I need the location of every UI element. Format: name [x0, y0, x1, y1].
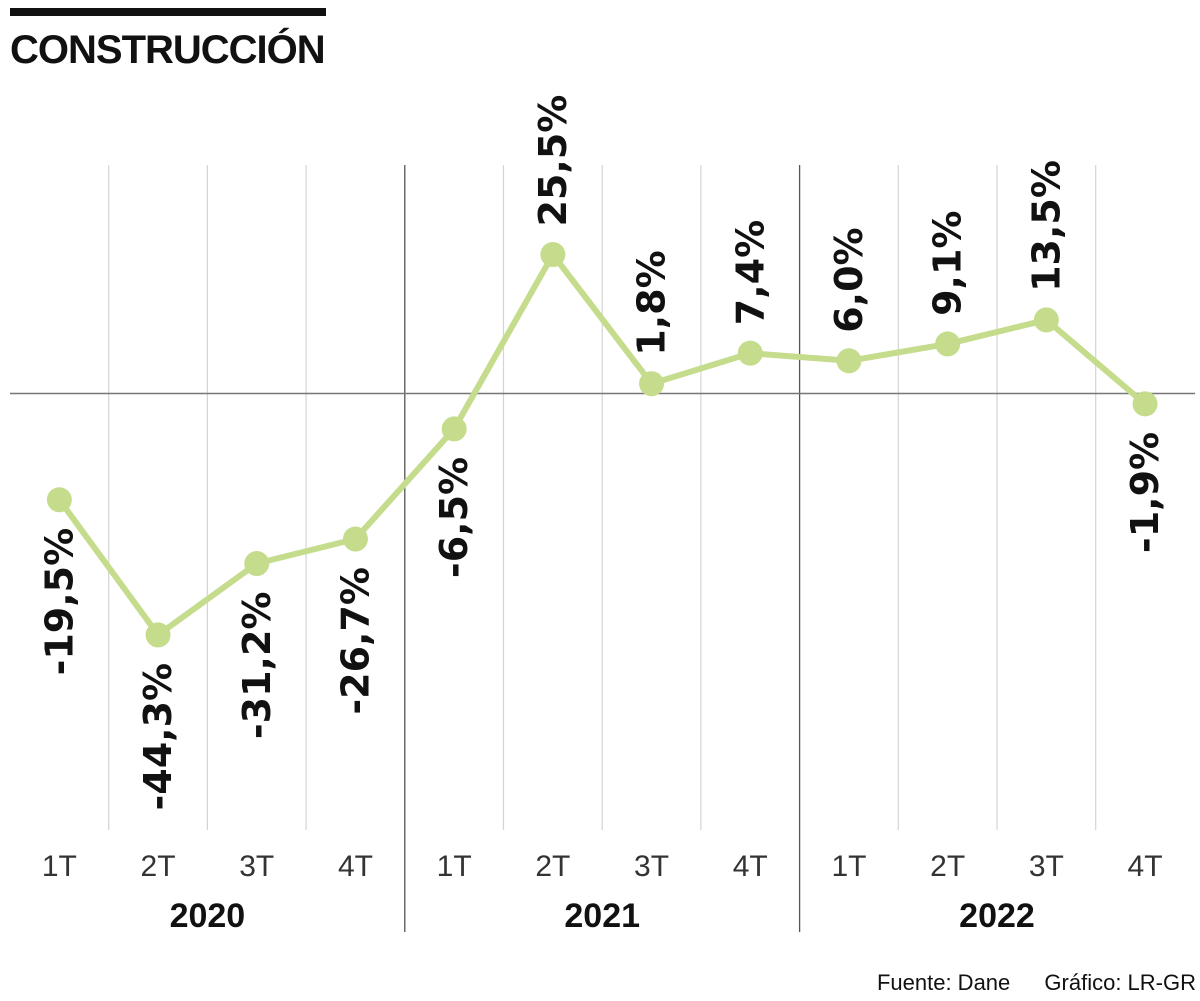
- data-point: [145, 622, 171, 648]
- x-tick-label: 2T: [930, 850, 965, 883]
- data-point: [1033, 307, 1059, 333]
- data-label: 9,1%: [926, 211, 970, 316]
- x-tick-label: 3T: [634, 850, 669, 883]
- series-line: [56, 251, 1148, 638]
- x-tick-label: 4T: [733, 850, 768, 883]
- data-label: -26,7%: [333, 567, 377, 715]
- data-point: [935, 331, 961, 357]
- x-tick-label: 1T: [437, 850, 472, 883]
- year-label: 2021: [564, 897, 640, 935]
- data-point: [737, 340, 763, 366]
- x-tick-label: 2T: [535, 850, 570, 883]
- data-point: [46, 487, 72, 513]
- year-label: 2022: [959, 897, 1035, 935]
- chart-footer: Fuente: Dane Gráfico: LR-GR: [877, 970, 1196, 996]
- x-tick-label: 2T: [141, 850, 176, 883]
- title-accent-bar: [10, 8, 326, 16]
- x-tick-label: 4T: [1128, 850, 1163, 883]
- data-label: 25,5%: [531, 95, 575, 227]
- data-label: -31,2%: [235, 592, 279, 740]
- data-point: [836, 348, 862, 374]
- credit-note: Gráfico: LR-GR: [1044, 970, 1196, 995]
- x-tick-label: 3T: [239, 850, 274, 883]
- data-label: 6,0%: [827, 227, 871, 332]
- data-label: -1,9%: [1123, 432, 1167, 553]
- data-point: [244, 551, 270, 577]
- year-label: 2020: [170, 897, 246, 935]
- data-label: 13,5%: [1024, 160, 1068, 292]
- data-point: [441, 416, 467, 442]
- data-point: [1132, 391, 1158, 417]
- x-tick-label: 4T: [338, 850, 373, 883]
- chart-title: CONSTRUCCIÓN: [10, 28, 326, 72]
- data-label: 7,4%: [728, 220, 772, 325]
- data-label: -44,3%: [136, 663, 180, 811]
- data-point: [639, 371, 665, 397]
- x-tick-label: 1T: [42, 850, 77, 883]
- data-label: -19,5%: [37, 528, 81, 676]
- data-label: 1,8%: [630, 250, 674, 355]
- data-point: [540, 242, 566, 268]
- x-tick-label: 3T: [1029, 850, 1064, 883]
- x-tick-label: 1T: [831, 850, 866, 883]
- data-label: -6,5%: [432, 457, 476, 578]
- source-note: Fuente: Dane: [876, 970, 1011, 995]
- data-point: [342, 526, 368, 552]
